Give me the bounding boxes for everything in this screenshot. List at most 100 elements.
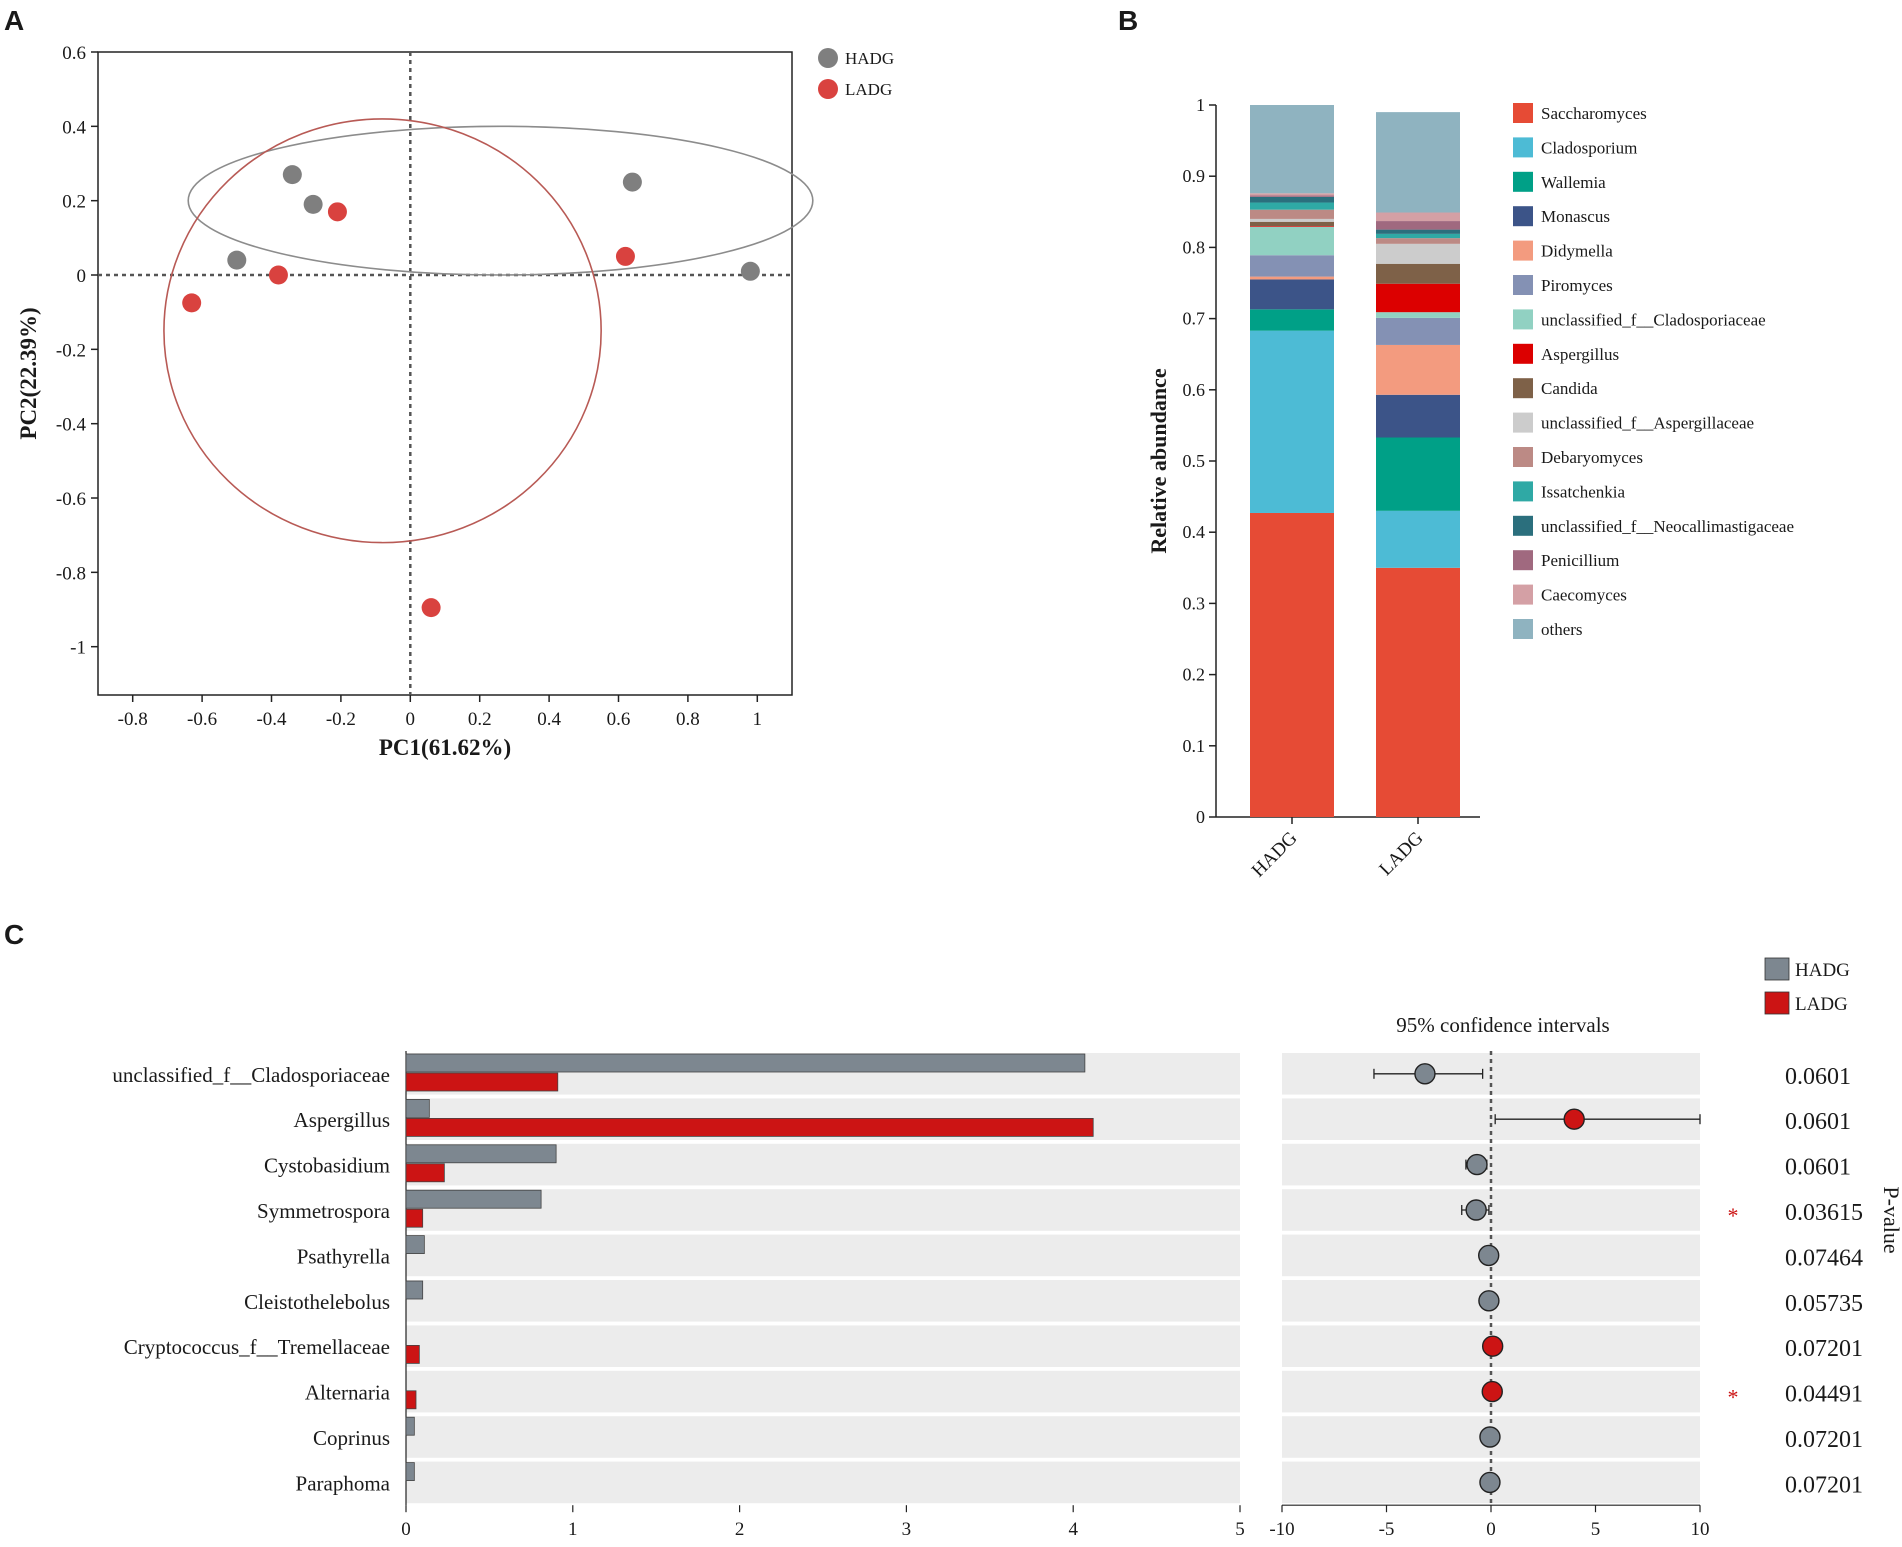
row-background-left bbox=[406, 1325, 1240, 1367]
row-background-left bbox=[406, 1280, 1240, 1322]
y-tick-label: -1 bbox=[70, 638, 86, 659]
bar-segment bbox=[1250, 512, 1334, 817]
x-tick-label: 0 bbox=[1486, 1519, 1496, 1540]
bar-segment bbox=[1250, 226, 1334, 256]
y-tick-label: 0.6 bbox=[62, 43, 86, 64]
x-tick-label: 5 bbox=[1591, 1519, 1601, 1540]
bar-hadg bbox=[405, 1416, 415, 1436]
data-point-ladg bbox=[615, 246, 635, 266]
legend-label: Monascus bbox=[1541, 207, 1610, 226]
y-tick-label: 0.1 bbox=[1183, 736, 1206, 756]
y-tick-label: 1 bbox=[1196, 95, 1205, 115]
legend-label: unclassified_f__Aspergillaceae bbox=[1541, 414, 1754, 433]
bar-segment bbox=[1376, 437, 1460, 511]
category-label: Psathyrella bbox=[297, 1244, 391, 1268]
category-label: unclassified_f__Cladosporiaceae bbox=[112, 1063, 390, 1087]
y-tick-label: 0.4 bbox=[62, 117, 86, 138]
data-point-hadg bbox=[622, 172, 642, 192]
y-axis-label: Relative abundance bbox=[1146, 368, 1171, 553]
bar-segment bbox=[1250, 202, 1334, 210]
legend-label: Wallemia bbox=[1541, 173, 1606, 192]
bar-segment bbox=[1376, 283, 1460, 313]
category-label: Cystobasidium bbox=[264, 1154, 390, 1178]
legend-label: Piromyces bbox=[1541, 276, 1613, 295]
bar-segment bbox=[1250, 226, 1334, 227]
bar-hadg bbox=[405, 1462, 415, 1481]
data-point-hadg bbox=[740, 261, 760, 281]
y-tick-label: 0.3 bbox=[1183, 593, 1206, 613]
bar-hadg bbox=[405, 1099, 430, 1118]
data-point-hadg bbox=[282, 165, 302, 185]
bar-segment bbox=[1376, 312, 1460, 318]
legend-swatch bbox=[1513, 240, 1533, 261]
bar-segment bbox=[1376, 344, 1460, 395]
x-tick-label: 3 bbox=[902, 1519, 912, 1540]
y-tick-label: -0.4 bbox=[56, 415, 87, 436]
x-tick-label: -0.4 bbox=[256, 709, 287, 730]
p-value: 0.0601 bbox=[1785, 1155, 1851, 1181]
bar-hadg bbox=[405, 1189, 542, 1209]
significance-star: * bbox=[1728, 1203, 1739, 1228]
x-tick-label: -0.6 bbox=[187, 709, 217, 730]
legend-label: Saccharomyces bbox=[1541, 104, 1647, 123]
category-label: Paraphoma bbox=[296, 1471, 391, 1495]
bar-segment bbox=[1376, 567, 1460, 817]
bar-hadg bbox=[405, 1053, 1086, 1073]
category-label: Cleistothelebolus bbox=[244, 1290, 390, 1314]
p-value: 0.07201 bbox=[1785, 1427, 1863, 1453]
bar-ladg bbox=[405, 1345, 420, 1364]
bar-segment bbox=[1376, 394, 1460, 438]
panel-label-b: B bbox=[1118, 5, 1138, 36]
row-background-left bbox=[406, 1461, 1240, 1504]
bar-segment bbox=[1376, 263, 1460, 284]
bar-segment bbox=[1376, 229, 1460, 234]
bar-hadg bbox=[405, 1144, 557, 1164]
bar-segment bbox=[1250, 193, 1334, 196]
x-tick-label: LADG bbox=[1375, 827, 1427, 879]
legend-swatch bbox=[1513, 378, 1533, 399]
bar-segment bbox=[1250, 279, 1334, 310]
legend-label: Caecomyces bbox=[1541, 586, 1627, 605]
legend-marker-hadg bbox=[818, 48, 838, 68]
y-tick-label: 0.7 bbox=[1183, 309, 1206, 329]
bar-segment bbox=[1250, 196, 1334, 203]
panel-label-a: A bbox=[4, 5, 24, 36]
x-tick-label: -5 bbox=[1379, 1519, 1395, 1540]
x-tick-label: HADG bbox=[1248, 827, 1302, 881]
bar-segment bbox=[1250, 105, 1334, 194]
legend-swatch bbox=[1513, 171, 1533, 192]
x-tick-label: 1 bbox=[568, 1519, 578, 1540]
legend-swatch bbox=[1513, 550, 1533, 571]
x-tick-label: 4 bbox=[1068, 1519, 1078, 1540]
legend-label: Penicillium bbox=[1541, 551, 1619, 570]
category-label: Alternaria bbox=[305, 1381, 391, 1405]
legend-label-hadg: HADG bbox=[845, 49, 894, 68]
y-tick-label: 0.2 bbox=[62, 192, 86, 213]
x-tick-label: 0.6 bbox=[607, 709, 631, 730]
y-tick-label: -0.2 bbox=[56, 340, 86, 361]
category-label: Coprinus bbox=[313, 1426, 390, 1450]
difference-point-hadg bbox=[1479, 1471, 1501, 1494]
x-tick-label: 0.8 bbox=[676, 709, 700, 730]
row-background-left bbox=[406, 1234, 1240, 1277]
difference-point-ladg bbox=[1481, 1380, 1503, 1403]
bar-ladg bbox=[405, 1390, 417, 1410]
difference-point-hadg bbox=[1478, 1244, 1500, 1267]
legend-label: unclassified_f__Neocallimastigaceae bbox=[1541, 517, 1794, 536]
x-tick-label: -10 bbox=[1269, 1519, 1294, 1540]
p-value: 0.0601 bbox=[1785, 1064, 1851, 1090]
bar-segment bbox=[1376, 510, 1460, 568]
legend-swatch bbox=[1513, 619, 1533, 639]
bar-segment bbox=[1376, 212, 1460, 222]
bar-segment bbox=[1376, 243, 1460, 264]
bar-segment bbox=[1250, 255, 1334, 277]
legend-label: Candida bbox=[1541, 379, 1598, 398]
data-point-hadg bbox=[303, 194, 323, 214]
legend-swatch bbox=[1513, 447, 1533, 467]
bar-segment bbox=[1376, 233, 1460, 239]
legend-swatch-ladg bbox=[1764, 991, 1790, 1015]
p-value-axis-label: P-value bbox=[1879, 1186, 1902, 1253]
legend-label: Cladosporium bbox=[1541, 138, 1637, 157]
bar-hadg bbox=[405, 1235, 425, 1254]
x-tick-label: 1 bbox=[753, 709, 763, 730]
